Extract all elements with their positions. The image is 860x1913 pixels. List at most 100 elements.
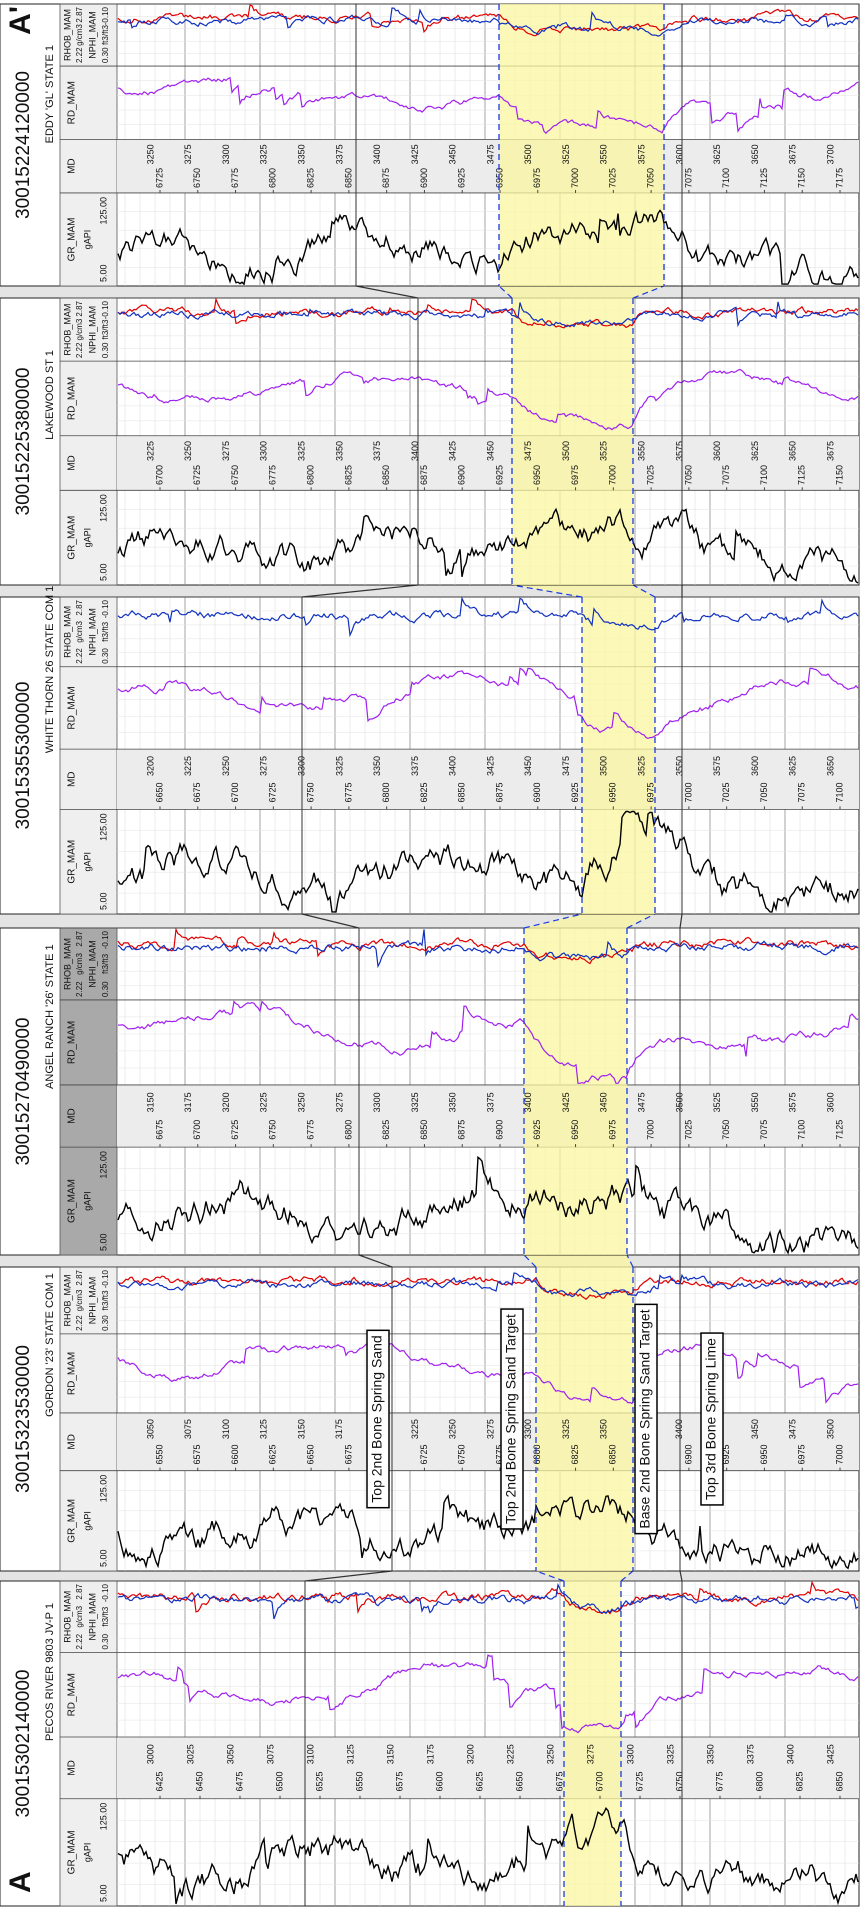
track-name: GR_MAM [67,516,78,560]
track-unit: g/cm3 [75,318,84,340]
track-unit: ft3/ft3 [101,1606,110,1627]
ss-label: 3300 [296,756,306,776]
ss-label: 3425 [485,756,495,776]
md-label: 6925 [721,1444,731,1464]
md-label: 6850 [419,1120,429,1140]
md-label: 6850 [381,465,391,485]
track-unit: gAPI [82,852,92,872]
md-label: 7125 [834,1120,844,1140]
track-unit: gAPI [82,230,92,250]
ss-label: 3475 [636,1092,646,1112]
md-label: 7175 [834,168,844,188]
ss-label: 3525 [599,441,609,461]
label-frame [700,1332,724,1506]
md-label: 6775 [714,1771,724,1791]
panel-gap [0,585,860,597]
track-min: 5.00 [98,892,108,910]
log-curve [117,368,859,431]
track-min: 5.00 [98,264,108,282]
track-name: NPHI_MAM [87,1593,97,1641]
correlation-line [355,285,419,299]
md-label: 7150 [797,168,807,188]
zone-connector [512,585,655,597]
correlation-line [632,285,665,299]
track-unit: g/cm3 [75,1605,84,1627]
ss-label: 3275 [259,756,269,776]
md-label: 6725 [268,783,278,803]
md-label: 6850 [834,1771,844,1791]
section-end-label: A [4,1871,37,1893]
md-label: 6800 [754,1771,764,1791]
md-label: 7075 [797,783,807,803]
well-name: LAKEWOOD ST 1 [44,350,56,440]
track-name: GR_MAM [67,840,78,884]
ss-label: 3450 [599,1092,609,1112]
well-api: 30015355300000 [13,682,34,830]
correlation-line [301,913,360,929]
md-label: 6750 [192,168,202,188]
md-label: 6900 [457,465,467,485]
ss-label: 3250 [183,441,193,461]
ss-label: 3575 [788,1092,798,1112]
ss-label: 3250 [145,144,155,164]
ss-label: 3075 [265,1744,275,1764]
md-label: 6775 [305,1120,315,1140]
track-min: 0.30 [101,47,110,63]
md-label: 7025 [683,1120,693,1140]
md-label: 6550 [154,1444,164,1464]
panel-gap [0,914,860,928]
md-label: 6800 [381,783,391,803]
ss-label: 3200 [465,1744,475,1764]
track-name: MD [67,158,78,174]
md-label: 7125 [759,168,769,188]
ss-label: 3250 [545,1744,555,1764]
ss-label: 3100 [221,1419,231,1439]
track-max: 125.00 [98,1475,108,1503]
ss-label: 3325 [410,1092,420,1112]
track-min: 2.22 [75,1633,84,1649]
track-name: RD_MAM [67,81,78,124]
panel-gap [0,286,860,298]
ss-label: 3275 [334,1092,344,1112]
ss-label: 3425 [825,1744,835,1764]
ss-label: 3550 [674,756,684,776]
ss-label: 3300 [372,1092,382,1112]
ss-label: 3075 [183,1419,193,1439]
depth-track [117,435,859,491]
ss-label: 3100 [305,1744,315,1764]
ss-label: 3425 [561,1092,571,1112]
target-zone [536,1267,633,1571]
track-min: 5.00 [98,1884,108,1902]
ss-label: 3575 [712,756,722,776]
zone-connector [499,286,664,298]
md-label: 7050 [759,783,769,803]
track-name: RD_MAM [67,686,78,729]
track-min: 5.00 [98,563,108,581]
md-label: 7000 [570,168,580,188]
md-label: 6750 [674,1771,684,1791]
track-min: 5.00 [98,1233,108,1251]
ss-label: 3625 [788,756,798,776]
well-api: 30015224120000 [13,71,34,219]
track-max: -0.10 [101,930,110,949]
log-curve [117,76,859,135]
ss-label: 3375 [745,1744,755,1764]
track-name: NPHI_MAM [87,1277,97,1325]
md-label: 6950 [532,465,542,485]
track-name: RHOB_MAM [62,1591,72,1643]
md-label: 6950 [570,1120,580,1140]
track-min: 2.22 [75,981,84,997]
md-label: 6975 [797,1444,807,1464]
track-name: RHOB_MAM [62,9,72,61]
ss-label: 3325 [259,144,269,164]
log-curve [117,1494,859,1570]
ss-label: 3325 [561,1419,571,1439]
log-curve [117,1155,859,1255]
ss-label: 3050 [145,1419,155,1439]
md-label: 6850 [343,168,353,188]
track-header-area [59,3,118,287]
target-zone [582,597,655,914]
label-frame [366,1329,390,1509]
track-name: NPHI_MAM [87,940,97,988]
track-name: NPHI_MAM [87,608,97,656]
